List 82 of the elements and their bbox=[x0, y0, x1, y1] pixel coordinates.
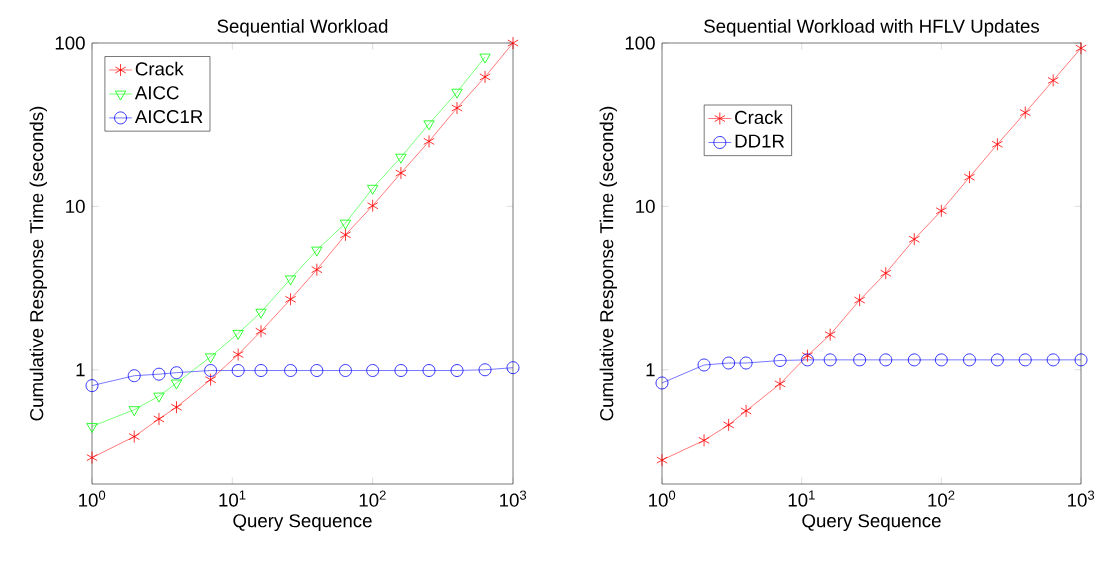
point bbox=[991, 353, 1004, 367]
point bbox=[254, 364, 268, 377]
x-axis-title: Query Sequence bbox=[802, 514, 941, 532]
point bbox=[170, 366, 183, 380]
y-axis-title: Cumulative Response Time (seconds) bbox=[599, 106, 617, 421]
y-tick-label: 1 bbox=[646, 363, 655, 377]
point bbox=[311, 263, 323, 277]
point bbox=[339, 219, 352, 230]
y-axis-title: Cumulative Response Time (seconds) bbox=[29, 106, 47, 421]
x-tick-label: 10$^{3}$ bbox=[500, 490, 527, 507]
point bbox=[284, 292, 297, 306]
legend-label: AICC bbox=[134, 86, 179, 100]
x-tick-label: 10$^{0}$ bbox=[79, 490, 106, 507]
point bbox=[170, 379, 183, 390]
x-tick-label: 10$^{0}$ bbox=[649, 490, 676, 507]
point bbox=[479, 53, 491, 64]
point bbox=[908, 232, 920, 246]
x-tick-label: 10$^{3}$ bbox=[1068, 490, 1095, 507]
point bbox=[478, 363, 492, 377]
point bbox=[507, 36, 519, 50]
point bbox=[963, 170, 976, 184]
y-tick-label: 1 bbox=[76, 363, 85, 377]
x-tick-label: 10$^{2}$ bbox=[359, 490, 386, 507]
point bbox=[479, 70, 491, 84]
chart-title: Sequential Workload with HFLV Updates bbox=[704, 19, 1040, 37]
point bbox=[824, 328, 836, 342]
point bbox=[1018, 353, 1032, 367]
point bbox=[451, 101, 463, 115]
y-tick-label: 10 bbox=[636, 199, 655, 214]
point bbox=[963, 353, 976, 367]
point bbox=[1046, 353, 1060, 367]
point bbox=[255, 308, 267, 319]
point bbox=[1075, 41, 1087, 55]
point bbox=[740, 404, 752, 418]
point bbox=[423, 120, 435, 131]
point bbox=[284, 275, 297, 286]
point bbox=[86, 451, 98, 465]
point bbox=[85, 379, 99, 393]
point bbox=[935, 204, 947, 218]
y-tick-label: 10 bbox=[66, 199, 85, 214]
point bbox=[1074, 353, 1088, 367]
point bbox=[934, 353, 948, 367]
point bbox=[423, 134, 435, 148]
point bbox=[255, 324, 267, 338]
point bbox=[991, 137, 1003, 151]
legend-label: DD1R bbox=[735, 134, 785, 148]
point bbox=[86, 423, 98, 433]
point bbox=[450, 364, 464, 377]
legend-label: Crack bbox=[735, 110, 783, 125]
point bbox=[367, 199, 379, 213]
y-tick-label: 100 bbox=[55, 36, 85, 50]
point bbox=[395, 166, 407, 180]
point bbox=[367, 184, 379, 195]
point bbox=[284, 364, 297, 377]
point bbox=[394, 364, 408, 377]
chart-title: Sequential Workload bbox=[217, 19, 388, 37]
point bbox=[823, 353, 837, 367]
point bbox=[311, 246, 323, 257]
point bbox=[422, 364, 436, 377]
point bbox=[1047, 74, 1059, 87]
point bbox=[1019, 106, 1031, 120]
legend-label: AICC1R bbox=[134, 109, 203, 124]
point bbox=[339, 228, 352, 242]
x-tick-label: 10$^{1}$ bbox=[219, 490, 246, 507]
point bbox=[879, 353, 893, 367]
legend-label: Crack bbox=[135, 61, 184, 76]
point bbox=[655, 376, 669, 390]
point bbox=[310, 364, 324, 377]
point bbox=[339, 364, 352, 377]
point bbox=[880, 266, 892, 280]
x-tick-label: 10$^{1}$ bbox=[788, 490, 815, 507]
y-tick-label: 100 bbox=[625, 36, 655, 50]
point bbox=[366, 364, 380, 377]
x-axis-title: Query Sequence bbox=[233, 514, 372, 532]
x-tick-label: 10$^{2}$ bbox=[928, 490, 955, 507]
point bbox=[506, 361, 520, 375]
point bbox=[739, 356, 753, 370]
point bbox=[451, 88, 463, 99]
point bbox=[656, 453, 668, 467]
point bbox=[907, 353, 921, 367]
point bbox=[170, 400, 183, 414]
point bbox=[395, 153, 407, 164]
